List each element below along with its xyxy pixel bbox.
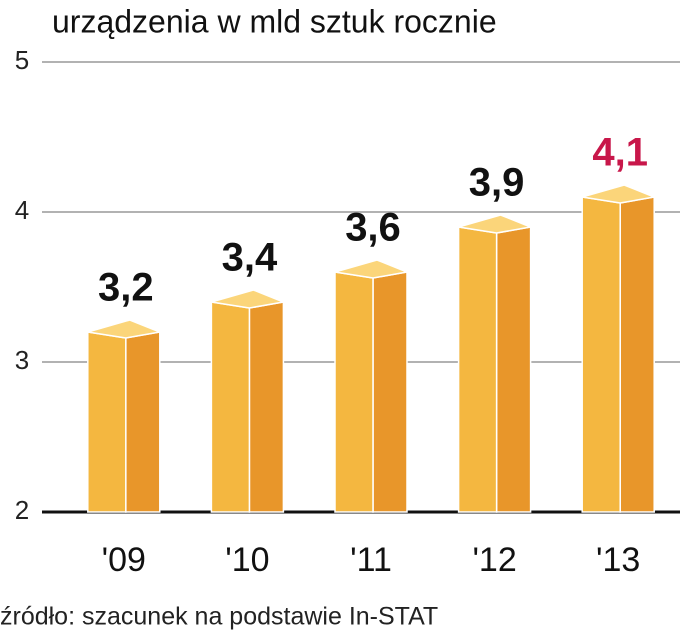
bar-front bbox=[581, 196, 621, 513]
bar-front bbox=[457, 226, 498, 513]
source-note: źródło: szacunek na podstawie In-STAT bbox=[0, 603, 438, 631]
bar-top bbox=[458, 214, 534, 234]
bar-front bbox=[334, 271, 374, 513]
bar-side bbox=[125, 331, 161, 513]
y-tick-label: 2 bbox=[15, 495, 29, 525]
bar-side bbox=[619, 196, 655, 513]
bar-top bbox=[334, 259, 410, 279]
chart-title: urządzenia w mld sztuk rocznie bbox=[52, 3, 497, 39]
y-tick-label: 5 bbox=[15, 45, 29, 75]
value-label: 3,2 bbox=[98, 266, 154, 310]
bar-top bbox=[87, 319, 163, 339]
value-label: 3,6 bbox=[345, 206, 401, 250]
value-label: 3,9 bbox=[469, 161, 525, 205]
x-tick-label: '12 bbox=[472, 541, 516, 579]
bar-side bbox=[248, 301, 285, 513]
x-tick-label: '09 bbox=[102, 541, 146, 579]
bar-side bbox=[495, 226, 532, 513]
y-tick-label: 3 bbox=[15, 345, 29, 375]
bar-side bbox=[372, 271, 408, 513]
x-tick-label: '13 bbox=[596, 541, 640, 579]
bar-front bbox=[87, 331, 127, 513]
value-label: 3,4 bbox=[222, 236, 278, 280]
bar-front bbox=[210, 301, 251, 513]
value-label: 4,1 bbox=[592, 131, 648, 175]
y-tick-label: 4 bbox=[15, 195, 29, 225]
bar-top bbox=[581, 184, 657, 204]
x-tick-label: '11 bbox=[350, 541, 392, 579]
x-tick-label: '10 bbox=[225, 541, 269, 579]
bar-top bbox=[211, 289, 287, 309]
